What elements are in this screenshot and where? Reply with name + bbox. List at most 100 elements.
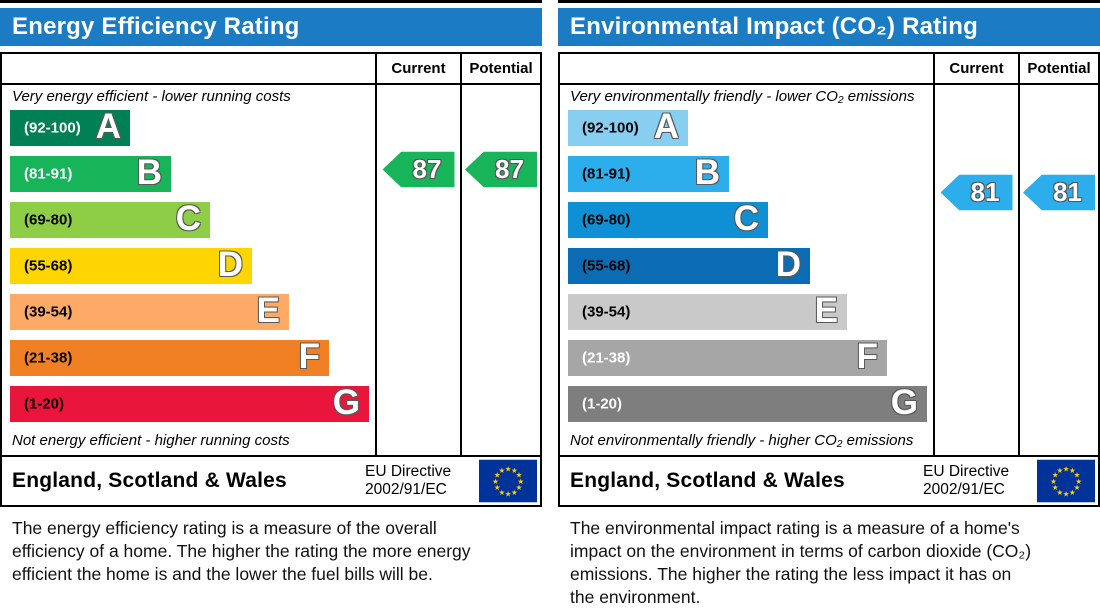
band-row-a: (92-100) A xyxy=(568,107,688,147)
potential-rating-value: 87 xyxy=(495,154,524,184)
current-rating-arrow: 81 xyxy=(940,174,1013,211)
svg-text:★: ★ xyxy=(1069,466,1076,475)
band-letter: F xyxy=(298,337,320,377)
top-divider xyxy=(558,0,1100,3)
bottom-note: Not environmentally friendly - higher CO… xyxy=(570,432,914,449)
band-row-b: (81-91) B xyxy=(568,153,729,193)
potential-rating-value: 81 xyxy=(1053,177,1082,207)
band-letter: G xyxy=(332,383,360,423)
svg-text:★: ★ xyxy=(1056,488,1063,497)
svg-text:★: ★ xyxy=(494,483,501,492)
band-letter: B xyxy=(136,153,162,193)
band-range-label: (69-80) xyxy=(582,211,631,229)
svg-text:★: ★ xyxy=(494,471,501,480)
left-arrow-icon: 87 xyxy=(465,151,537,188)
energy-rating-table: Current Potential Very energy efficient … xyxy=(0,52,542,507)
potential-column-header: Potential xyxy=(1018,54,1098,85)
top-note: Very environmentally friendly - lower CO… xyxy=(570,88,915,105)
band-row-c: (69-80) C xyxy=(568,199,768,239)
band-letter: D xyxy=(217,245,243,285)
svg-text:★: ★ xyxy=(516,471,523,480)
band-list: (92-100) A (81-91) B (69-80) C (55-68) D xyxy=(560,107,933,423)
blank-header-cell xyxy=(2,54,375,85)
current-column-header: Current xyxy=(375,54,460,85)
svg-text:★: ★ xyxy=(1069,488,1076,497)
eu-flag-icon: ★ ★★ ★★★ ★★★ ★★★ xyxy=(479,459,537,503)
band-row-g: (1-20) G xyxy=(568,383,927,423)
environmental-impact-panel: Environmental Impact (CO₂) Rating Curren… xyxy=(558,0,1100,609)
potential-rating-column: 87 xyxy=(460,85,540,455)
svg-text:★: ★ xyxy=(1056,466,1063,475)
band-range-label: (69-80) xyxy=(24,211,73,229)
band-list: (92-100) A (81-91) B (69-80) C (55-68) D xyxy=(2,107,375,423)
region-label: England, Scotland & Wales xyxy=(570,469,845,492)
band-row-d: (55-68) D xyxy=(10,245,252,285)
band-letter: B xyxy=(694,153,720,193)
svg-text:★: ★ xyxy=(1074,483,1081,492)
current-column-header: Current xyxy=(933,54,1018,85)
svg-text:★: ★ xyxy=(1063,464,1070,473)
band-letter: D xyxy=(775,245,801,285)
band-row-e: (39-54) E xyxy=(10,291,289,331)
band-row-f: (21-38) F xyxy=(568,337,887,377)
environmental-band-chart: Very environmentally friendly - lower CO… xyxy=(560,85,933,455)
potential-rating-column: 81 xyxy=(1018,85,1098,455)
band-range-label: (81-91) xyxy=(24,165,73,183)
eu-directive-label: EU Directive 2002/91/EC xyxy=(923,462,1010,498)
energy-efficiency-panel: Energy Efficiency Rating Current Potenti… xyxy=(0,0,542,609)
svg-text:★: ★ xyxy=(1052,483,1059,492)
band-letter: G xyxy=(890,383,918,423)
band-row-e: (39-54) E xyxy=(568,291,847,330)
band-range-label: (92-100) xyxy=(24,119,81,137)
table-footer: England, Scotland & Wales EU Directive 20… xyxy=(2,455,540,505)
current-rating-value: 81 xyxy=(970,177,1000,207)
band-letter: A xyxy=(95,107,121,147)
table-footer: England, Scotland & Wales EU Directive 20… xyxy=(560,455,1098,505)
band-letter: E xyxy=(256,291,280,331)
blank-header-cell xyxy=(560,54,933,85)
potential-rating-arrow: 81 xyxy=(1023,174,1095,211)
svg-text:★: ★ xyxy=(1063,489,1070,498)
current-rating-arrow: 87 xyxy=(382,151,455,188)
bottom-note: Not energy efficient - higher running co… xyxy=(12,432,290,449)
band-letter: C xyxy=(175,199,201,239)
band-range-label: (21-38) xyxy=(24,349,73,367)
band-range-label: (81-91) xyxy=(582,165,631,183)
svg-text:★: ★ xyxy=(505,489,512,498)
band-letter: C xyxy=(733,199,759,239)
band-letter: A xyxy=(653,107,679,147)
band-row-a: (92-100) A xyxy=(10,107,130,147)
eu-flag-icon: ★ ★★ ★★★ ★★★ ★★★ xyxy=(1037,459,1095,503)
band-range-label: (21-38) xyxy=(582,349,631,367)
environmental-description: The environmental impact rating is a mea… xyxy=(570,518,1032,607)
top-divider xyxy=(0,0,542,3)
band-row-c: (69-80) C xyxy=(10,199,210,239)
band-range-label: (1-20) xyxy=(24,395,65,413)
svg-text:★: ★ xyxy=(511,488,518,497)
svg-text:★: ★ xyxy=(505,464,512,473)
environmental-rating-table: Current Potential Very environmentally f… xyxy=(558,52,1100,507)
current-rating-column: 81 xyxy=(933,85,1018,455)
band-row-d: (55-68) D xyxy=(568,245,810,285)
svg-text:★: ★ xyxy=(511,466,518,475)
current-rating-column: 87 xyxy=(375,85,460,455)
energy-panel-title: Energy Efficiency Rating xyxy=(0,8,542,46)
svg-text:★: ★ xyxy=(1074,471,1081,480)
band-letter: F xyxy=(856,337,878,377)
region-label: England, Scotland & Wales xyxy=(12,469,287,492)
svg-text:★: ★ xyxy=(492,477,499,486)
band-range-label: (55-68) xyxy=(582,257,631,275)
eu-directive-label: EU Directive 2002/91/EC xyxy=(365,462,452,498)
band-row-g: (1-20) G xyxy=(10,383,369,423)
left-arrow-icon: 81 xyxy=(1023,174,1095,211)
svg-text:★: ★ xyxy=(498,488,505,497)
band-range-label: (92-100) xyxy=(582,119,639,137)
energy-band-chart: Very energy efficient - lower running co… xyxy=(2,85,375,455)
svg-text:★: ★ xyxy=(1075,477,1082,486)
current-rating-value: 87 xyxy=(412,154,442,184)
environmental-panel-title: Environmental Impact (CO₂) Rating xyxy=(558,8,1100,46)
band-row-f: (21-38) F xyxy=(10,337,329,377)
svg-text:★: ★ xyxy=(517,477,524,486)
potential-column-header: Potential xyxy=(460,54,540,85)
svg-text:★: ★ xyxy=(1052,471,1059,480)
